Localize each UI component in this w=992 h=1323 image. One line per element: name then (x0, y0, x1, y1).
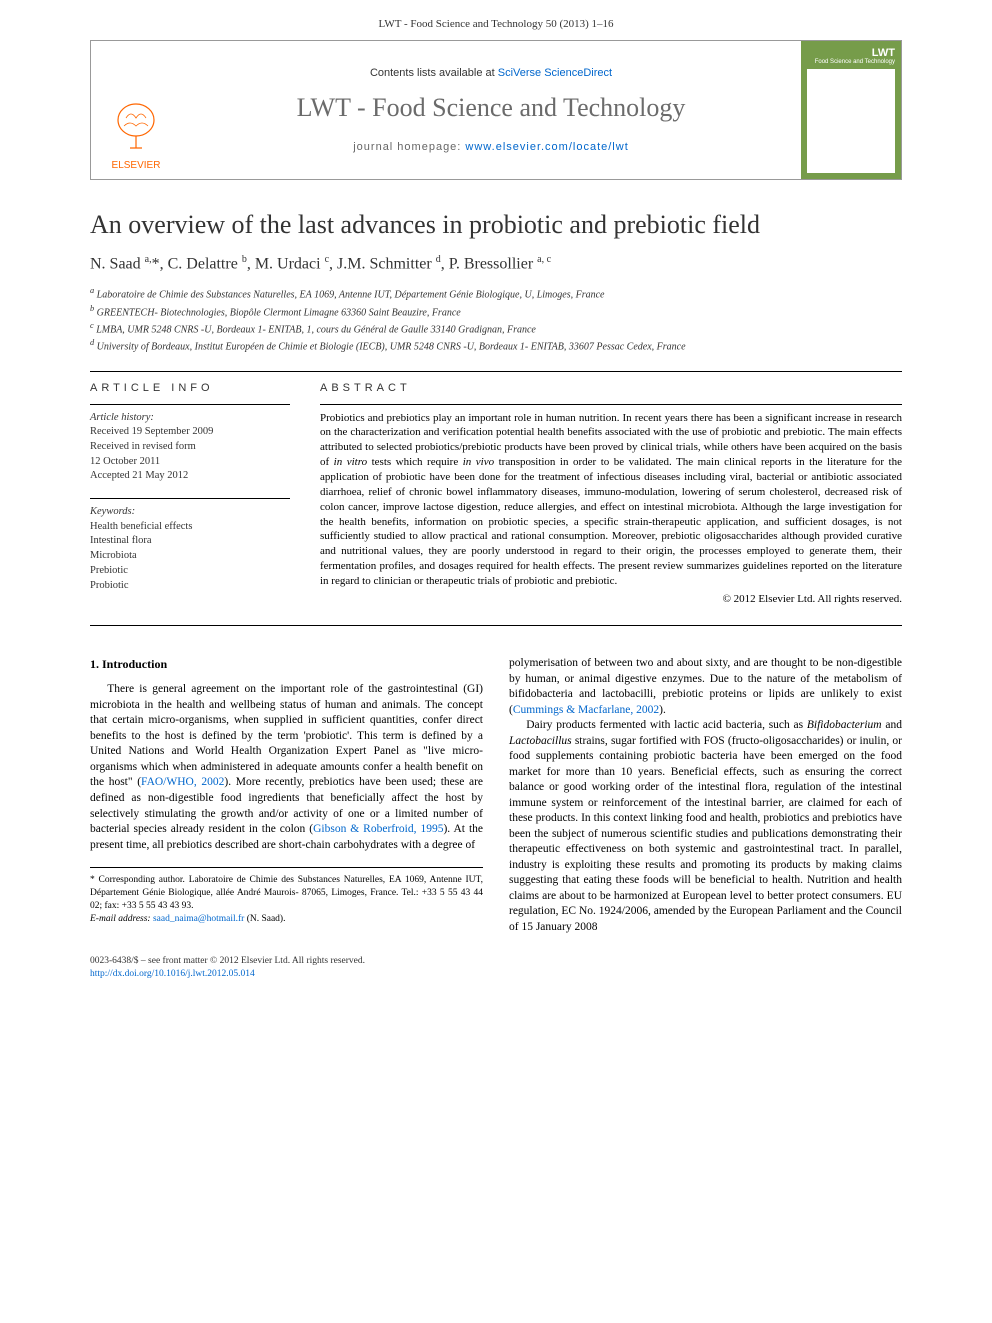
sciencedirect-link[interactable]: SciVerse ScienceDirect (498, 67, 612, 79)
contents-prefix: Contents lists available at (370, 67, 498, 79)
homepage-prefix: journal homepage: (353, 141, 465, 153)
history-line: Received 19 September 2009 (90, 426, 213, 437)
abstract-heading: ABSTRACT (320, 382, 902, 394)
keywords-label: Keywords: (90, 506, 135, 517)
email-author: (N. Saad). (244, 914, 285, 924)
divider-info-2 (90, 498, 290, 499)
history-block: Article history: Received 19 September 2… (90, 411, 290, 484)
email-label: E-mail address: (90, 914, 153, 924)
body-paragraph: Dairy products fermented with lactic aci… (509, 718, 902, 935)
journal-banner: ELSEVIER Contents lists available at Sci… (90, 40, 902, 180)
body-paragraph: polymerisation of between two and about … (509, 656, 902, 718)
publisher-logo-block: ELSEVIER (91, 41, 181, 179)
elsevier-tree-icon (106, 98, 166, 158)
banner-center: Contents lists available at SciVerse Sci… (181, 41, 801, 179)
history-line: Accepted 21 May 2012 (90, 470, 188, 481)
citation-header: LWT - Food Science and Technology 50 (20… (0, 0, 992, 40)
homepage-line: journal homepage: www.elsevier.com/locat… (353, 141, 629, 153)
body-columns: 1. Introduction There is general agreeme… (90, 656, 902, 935)
abstract-text: Probiotics and prebiotics play an import… (320, 411, 902, 589)
article-info-heading: ARTICLE INFO (90, 382, 290, 394)
divider-full (90, 625, 902, 626)
keyword: Prebiotic (90, 564, 290, 579)
keywords-block: Keywords: Health beneficial effects Inte… (90, 505, 290, 593)
article-info-column: ARTICLE INFO Article history: Received 1… (90, 382, 290, 608)
keyword: Intestinal flora (90, 534, 290, 549)
abstract-column: ABSTRACT Probiotics and prebiotics play … (320, 382, 902, 608)
article-title: An overview of the last advances in prob… (90, 210, 902, 240)
affiliations: a Laboratoire de Chimie des Substances N… (90, 285, 902, 354)
footer-copyright: 0023-6438/$ – see front matter © 2012 El… (90, 955, 902, 968)
abstract-copyright: © 2012 Elsevier Ltd. All rights reserved… (320, 593, 902, 605)
journal-cover: LWT Food Science and Technology (801, 41, 901, 179)
corresponding-author: * Corresponding author. Laboratoire de C… (90, 874, 483, 912)
info-abstract-row: ARTICLE INFO Article history: Received 1… (90, 382, 902, 608)
section-heading-intro: 1. Introduction (90, 656, 483, 672)
footer-block: 0023-6438/$ – see front matter © 2012 El… (0, 955, 992, 1001)
divider-info-1 (90, 404, 290, 405)
cover-image-placeholder (807, 69, 895, 173)
cover-label: LWT (807, 47, 895, 59)
body-paragraph: There is general agreement on the import… (90, 682, 483, 853)
homepage-link[interactable]: www.elsevier.com/locate/lwt (465, 141, 628, 153)
publisher-name: ELSEVIER (112, 160, 161, 171)
article-area: An overview of the last advances in prob… (0, 210, 992, 935)
footnote-block: * Corresponding author. Laboratoire de C… (90, 867, 483, 925)
cover-sublabel: Food Science and Technology (807, 59, 895, 65)
doi-link[interactable]: http://dx.doi.org/10.1016/j.lwt.2012.05.… (90, 969, 255, 979)
keyword: Probiotic (90, 579, 290, 594)
email-link[interactable]: saad_naima@hotmail.fr (153, 914, 244, 924)
divider-top (90, 371, 902, 372)
history-line: 12 October 2011 (90, 456, 160, 467)
keyword: Health beneficial effects (90, 520, 290, 535)
divider-abs (320, 404, 902, 405)
keyword: Microbiota (90, 549, 290, 564)
authors-line: N. Saad a,*, C. Delattre b, M. Urdaci c,… (90, 254, 902, 273)
email-line: E-mail address: saad_naima@hotmail.fr (N… (90, 913, 483, 926)
contents-line: Contents lists available at SciVerse Sci… (370, 67, 612, 79)
history-label: Article history: (90, 412, 154, 423)
citation-text: LWT - Food Science and Technology 50 (20… (378, 18, 613, 30)
journal-name: LWT - Food Science and Technology (297, 93, 686, 123)
history-line: Received in revised form (90, 441, 196, 452)
